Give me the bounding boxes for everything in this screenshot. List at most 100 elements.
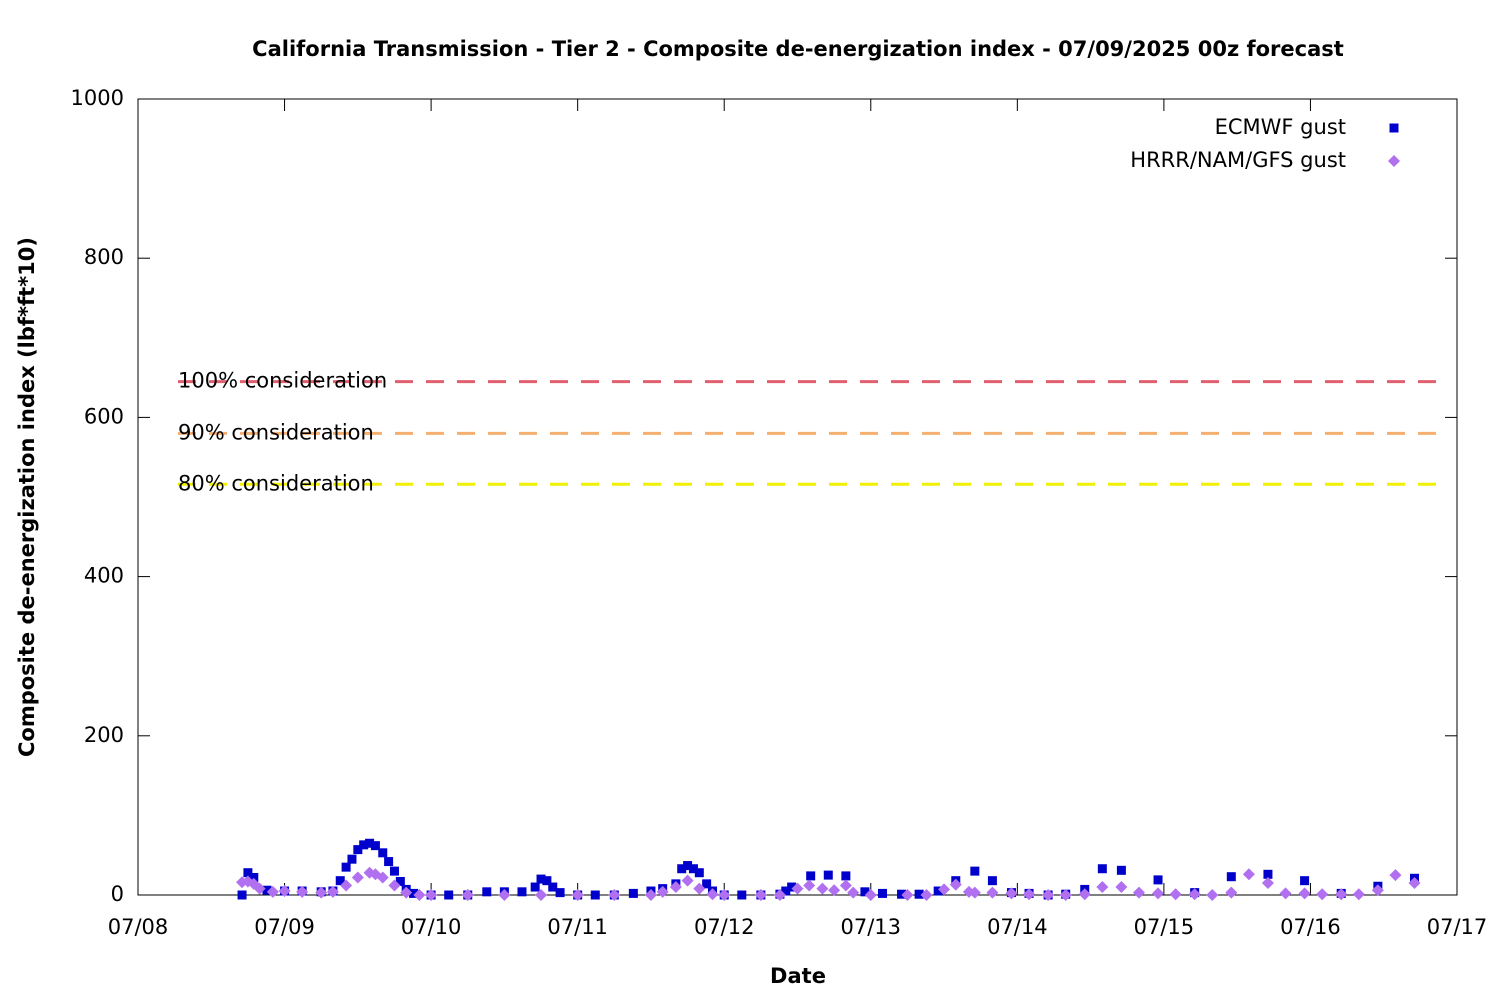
point xyxy=(688,864,698,874)
point xyxy=(1005,887,1018,900)
point xyxy=(1042,889,1055,901)
point xyxy=(1300,876,1310,886)
point xyxy=(702,879,712,889)
point xyxy=(693,882,706,895)
point xyxy=(816,882,829,895)
y-tick-label: 0 xyxy=(111,882,124,906)
point xyxy=(359,840,369,850)
point xyxy=(949,878,962,891)
point xyxy=(773,889,786,901)
point xyxy=(243,868,253,878)
y-tick-label: 600 xyxy=(84,404,124,428)
point xyxy=(1408,877,1421,890)
point xyxy=(1078,888,1091,901)
point xyxy=(839,879,852,892)
point xyxy=(378,848,388,858)
point xyxy=(1242,868,1255,881)
point xyxy=(461,889,474,901)
point xyxy=(1188,888,1201,901)
point xyxy=(781,886,791,896)
y-tick-label: 1000 xyxy=(71,86,124,110)
point xyxy=(548,882,558,892)
x-tick-label: 07/10 xyxy=(401,915,462,939)
point xyxy=(365,838,375,848)
point xyxy=(933,886,943,896)
point xyxy=(1153,875,1163,885)
point xyxy=(608,889,621,901)
point xyxy=(571,889,584,901)
point xyxy=(376,871,389,884)
point xyxy=(395,876,405,886)
y-axis-label: Composite de-energization index (lbf*ft*… xyxy=(15,237,39,757)
point xyxy=(987,876,997,886)
point xyxy=(253,882,266,895)
point xyxy=(737,890,747,900)
chart-title: California Transmission - Tier 2 - Compo… xyxy=(252,37,1344,61)
point xyxy=(1152,887,1165,900)
point xyxy=(1298,887,1311,900)
reference-label: 100% consideration xyxy=(178,369,387,393)
point xyxy=(542,876,552,886)
point xyxy=(806,871,816,881)
x-tick-label: 07/15 xyxy=(1134,915,1195,939)
point xyxy=(347,854,357,864)
reference-label: 90% consideration xyxy=(178,420,374,444)
point xyxy=(828,884,841,897)
point xyxy=(444,890,454,900)
point xyxy=(482,887,492,897)
point xyxy=(986,886,999,899)
point xyxy=(656,885,669,898)
point xyxy=(878,888,888,898)
point xyxy=(335,876,345,886)
y-tick-label: 800 xyxy=(84,245,124,269)
point xyxy=(409,888,419,898)
point xyxy=(530,882,540,892)
x-tick-label: 07/14 xyxy=(987,915,1048,939)
point xyxy=(249,872,259,882)
point xyxy=(1169,888,1182,901)
x-tick-label: 07/12 xyxy=(694,915,755,939)
y-tick-label: 400 xyxy=(84,564,124,588)
point xyxy=(1335,888,1348,901)
point xyxy=(370,841,380,851)
point xyxy=(970,866,980,876)
point xyxy=(247,877,260,890)
point xyxy=(683,861,693,871)
point xyxy=(1059,889,1072,901)
point xyxy=(1115,881,1128,894)
point xyxy=(897,889,907,899)
point xyxy=(938,883,951,896)
point xyxy=(590,890,600,900)
point xyxy=(706,888,719,901)
legend-label: HRRR/NAM/GFS gust xyxy=(1130,148,1346,172)
point xyxy=(1097,864,1107,874)
x-tick-label: 07/08 xyxy=(108,915,169,939)
point xyxy=(681,874,694,887)
point xyxy=(791,882,804,895)
point xyxy=(628,888,638,898)
point xyxy=(669,881,682,894)
point xyxy=(536,874,546,884)
point xyxy=(694,868,704,878)
point xyxy=(803,879,816,892)
point xyxy=(266,885,279,898)
point xyxy=(315,886,328,899)
point xyxy=(326,885,339,898)
plot-frame xyxy=(137,98,1458,896)
point xyxy=(864,889,877,901)
point xyxy=(1132,886,1145,899)
point xyxy=(644,889,657,901)
legend-label: ECMWF gust xyxy=(1215,115,1346,139)
point xyxy=(400,886,413,899)
point xyxy=(968,886,981,899)
point xyxy=(1261,877,1274,890)
point xyxy=(517,887,527,897)
point xyxy=(425,889,438,901)
y-tick-label: 200 xyxy=(84,723,124,747)
point xyxy=(860,887,870,897)
point xyxy=(384,857,394,867)
point xyxy=(340,879,353,892)
x-tick-label: 07/09 xyxy=(254,915,315,939)
point xyxy=(341,862,351,872)
